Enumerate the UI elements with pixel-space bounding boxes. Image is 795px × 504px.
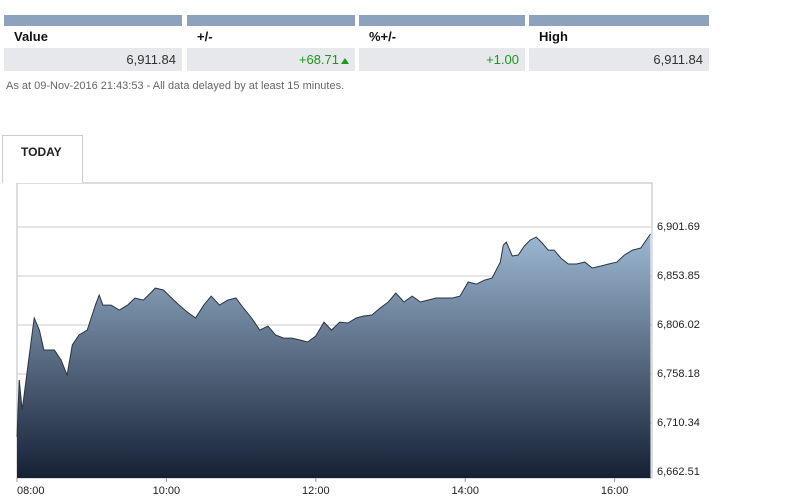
value: +1.00 — [359, 48, 525, 71]
value-text: +68.71 — [298, 52, 339, 67]
tab-label: TODAY — [21, 145, 62, 159]
header-bar — [359, 15, 525, 26]
header: High — [539, 29, 568, 44]
y-tick-label: 6,662.51 — [657, 466, 700, 478]
y-tick-label: 6,806.02 — [657, 319, 700, 331]
y-tick-label: 6,758.18 — [657, 368, 700, 380]
line — [16, 233, 651, 438]
tab[interactable]: TODAY — [2, 135, 83, 183]
value: +68.71 — [187, 48, 355, 71]
column: %+/- +1.00 — [359, 15, 525, 71]
value: 6,911.84 — [529, 48, 709, 71]
up-arrow — [341, 57, 349, 64]
header: Value — [14, 29, 48, 44]
column: High 6,911.84 — [529, 15, 709, 71]
header: %+/- — [369, 29, 397, 44]
x-tick-label: 08:00 — [17, 485, 45, 497]
header: +/- — [197, 29, 213, 44]
header-bar — [187, 15, 355, 26]
header-bar — [529, 15, 709, 26]
column: Value 6,911.84 — [4, 15, 182, 71]
header-bar — [4, 15, 182, 26]
y-tick-label: 6,710.34 — [657, 417, 700, 429]
y-tick-label: 6,901.69 — [657, 221, 700, 233]
note: As at 09-Nov-2016 21:43:53 - All data de… — [6, 80, 345, 92]
area — [17, 234, 651, 478]
y-tick-label: 6,853.85 — [657, 270, 700, 282]
x-tick-label: 12:00 — [302, 485, 330, 497]
x-tick-label: 14:00 — [451, 485, 479, 497]
x-tick-label: 10:00 — [153, 485, 181, 497]
x-tick-label: 16:00 — [601, 485, 629, 497]
column: +/- +68.71 — [187, 15, 355, 71]
value: 6,911.84 — [4, 48, 182, 71]
